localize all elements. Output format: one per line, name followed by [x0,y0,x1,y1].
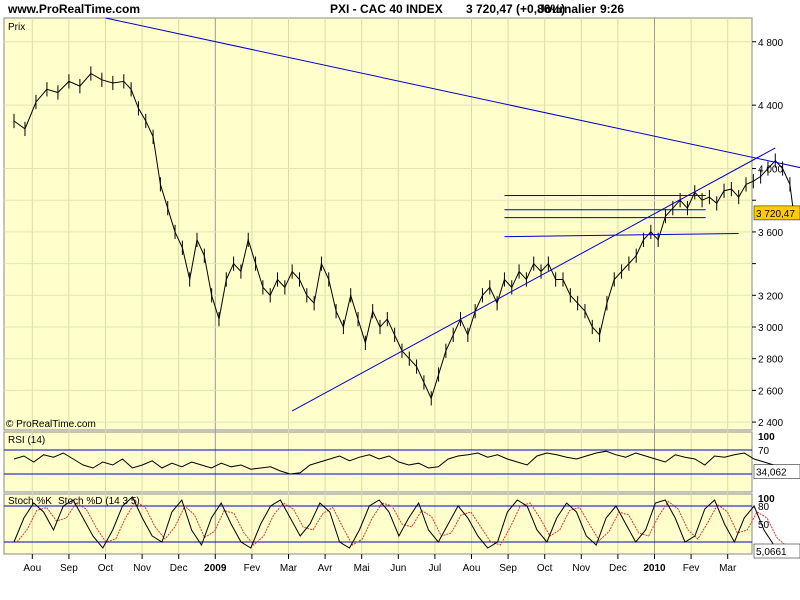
x-tick-label: Jul [429,563,442,574]
y-tick-label: 50 [758,520,770,531]
x-tick-label: Fev [244,563,261,574]
x-tick-label: 2010 [643,563,666,574]
x-tick-label: Sep [499,563,517,574]
last-price-label: 3 720,47 [756,209,795,220]
rsi-last-badge [753,464,800,479]
y-tick-label: 3 600 [758,228,783,239]
y-tick-label: 80 [758,502,770,513]
stoch-last-badge [753,543,800,559]
x-tick-label: Dec [170,563,188,574]
rsi-last-label: 34,062 [756,468,787,479]
x-tick-label: Mar [719,563,737,574]
price-panel-label: Prix [8,22,25,33]
support-trendline [291,147,776,412]
watermark: © ProRealTime.com [6,419,96,430]
quote-value: 3 720,47 (+0,86%) [466,2,566,16]
y-tick-label: 100 [758,494,775,505]
stoch-d-label: Stoch %D (14 3 5) [58,496,140,507]
rsi-label: RSI (14) [8,435,45,446]
channel-line [504,233,739,238]
y-tick-label: 3 000 [758,323,783,334]
x-tick-label: Nov [133,563,151,574]
period-label: Journalier [538,2,597,16]
y-tick-label: 4 800 [758,38,783,49]
panel-bg-3 [3,493,753,555]
x-tick-label: Sep [60,563,78,574]
stoch-k-label: Stoch %K [8,496,52,507]
stoch-k-series [13,496,794,552]
last-price-badge [753,205,800,221]
instrument-title: PXI - CAC 40 INDEX [330,2,443,16]
x-tick-label: Mar [280,563,298,574]
x-tick-label: Fev [683,563,700,574]
y-tick-label: 4 400 [758,101,783,112]
site-name[interactable]: www.ProRealTime.com [8,2,141,16]
x-tick-label: Aou [463,563,481,574]
x-tick-label: 2009 [204,563,227,574]
x-tick-label: Oct [537,563,553,574]
x-tick-label: Aou [23,563,41,574]
stoch-last-label: 5,0661 [756,547,787,558]
x-tick-label: Avr [318,563,333,574]
panel-bg-1 [3,17,753,431]
y-tick-label: 2 800 [758,355,783,366]
stoch-d-series [16,500,797,550]
y-tick-label: 2 400 [758,418,783,429]
clock-time: 9:26 [600,2,625,16]
x-tick-label: Dec [609,563,627,574]
x-tick-label: Nov [572,563,590,574]
y-tick-label: 2 600 [758,386,783,397]
panel-bg-2 [3,431,753,493]
resistance-trendline [105,17,800,169]
rsi-series [13,450,794,475]
y-tick-label: 70 [758,446,770,457]
y-tick-label: 3 200 [758,291,783,302]
y-tick-label: 4 000 [758,165,783,176]
x-tick-label: Mai [354,563,370,574]
y-tick-label: 100 [758,432,775,443]
x-tick-label: Oct [98,563,114,574]
x-tick-label: Jun [390,563,406,574]
